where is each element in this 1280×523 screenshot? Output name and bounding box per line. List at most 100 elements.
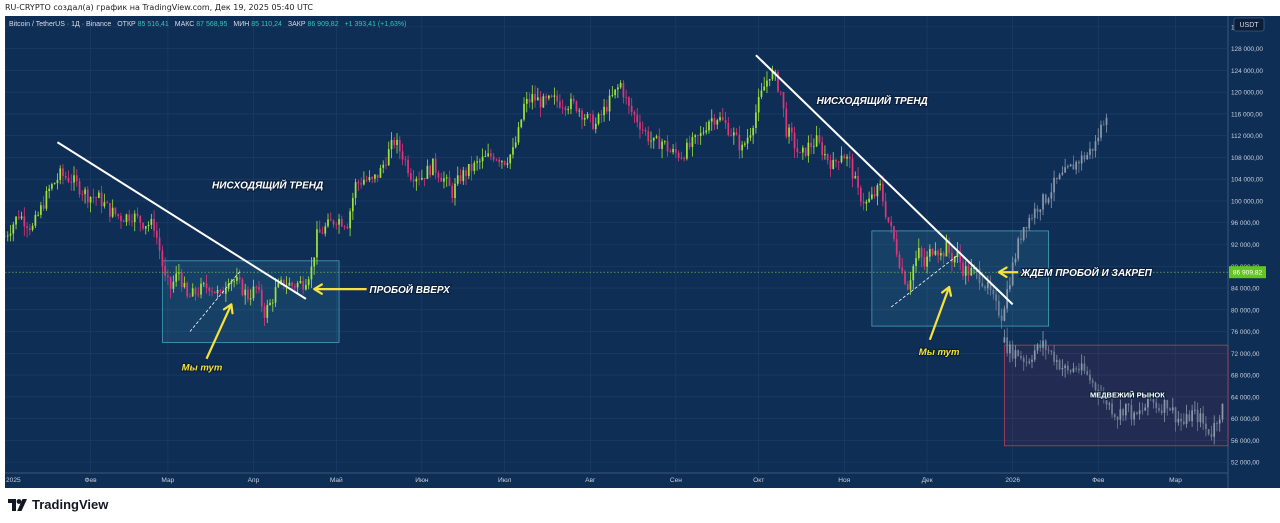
candle: [608, 95, 611, 112]
bear-projection-candle: [1053, 351, 1055, 362]
candle: [564, 107, 567, 111]
chart-credit-bar: RU-CRYPTO создал(а) график на TradingVie…: [0, 0, 1280, 16]
candle: [225, 288, 227, 294]
plot-background: [5, 16, 1228, 488]
candle: [20, 216, 23, 219]
support-line: [890, 255, 958, 308]
candle: [266, 304, 269, 318]
candle: [710, 118, 713, 122]
candle: [884, 201, 887, 218]
candle: [396, 139, 398, 145]
candle: [622, 83, 625, 98]
y-tick-label: 56 000,00: [1231, 438, 1260, 445]
candle: [324, 226, 327, 234]
y-tick-label: 96 000,00: [1231, 220, 1260, 227]
candle: [536, 97, 539, 101]
y-tick-label: 120 000,00: [1231, 90, 1263, 97]
y-tick-label: 76 000,00: [1231, 329, 1260, 336]
candle: [779, 91, 782, 93]
candle: [26, 226, 28, 229]
candle: [59, 168, 62, 180]
projection-candle: [1075, 161, 1078, 170]
projection-candle: [992, 289, 995, 295]
candle: [951, 252, 953, 263]
candle: [48, 188, 51, 192]
candle: [327, 219, 329, 227]
candle: [313, 257, 316, 267]
candle: [51, 184, 53, 189]
price-chart[interactable]: НИСХОДЯЩИЙ ТРЕНД ПРОБОЙ ВВЕРХ Мы тут НИСХОД…: [4, 16, 1280, 488]
candle: [73, 175, 75, 183]
candle: [548, 95, 550, 99]
candle: [503, 161, 506, 165]
currency-badge[interactable]: USDT: [1233, 17, 1265, 32]
chart-canvas[interactable]: НИСХОДЯЩИЙ ТРЕНД ПРОБОЙ ВВЕРХ Мы тут НИСХОД…: [4, 16, 1280, 488]
candle: [697, 135, 699, 137]
bear-projection-candle: [1044, 340, 1047, 350]
candle: [205, 283, 208, 288]
candle: [959, 251, 962, 263]
candle: [528, 98, 531, 103]
candle: [882, 183, 884, 202]
projection-candle: [1044, 194, 1047, 203]
projection-candle: [1031, 217, 1033, 219]
candle: [644, 129, 647, 132]
candle: [329, 219, 332, 221]
candle: [810, 142, 812, 147]
candle: [258, 286, 260, 290]
candle: [252, 286, 255, 299]
candle: [937, 250, 939, 256]
bear-projection-candle: [1213, 423, 1216, 437]
bear-projection-candle: [1042, 340, 1044, 348]
candle: [694, 135, 697, 137]
bear-projection-candle: [1100, 394, 1102, 396]
tradingview-logo[interactable]: TradingView: [8, 497, 108, 512]
annotation-label: НИСХОДЯЩИЙ ТРЕНД: [817, 94, 928, 107]
candle: [719, 117, 721, 121]
bear-projection-candle: [1210, 434, 1213, 437]
projection-candle: [1072, 164, 1075, 170]
y-tick-label: 68 000,00: [1231, 373, 1260, 380]
candle: [647, 131, 650, 142]
candle: [738, 134, 741, 151]
candle: [136, 213, 139, 216]
projection-candle: [1050, 192, 1053, 199]
candle: [501, 161, 503, 163]
candle: [236, 277, 238, 281]
candle: [661, 141, 663, 149]
candle: [633, 112, 636, 115]
candle: [125, 214, 128, 222]
candle: [335, 224, 338, 226]
trend-line: [755, 54, 1014, 306]
candle: [539, 97, 542, 108]
price-axis[interactable]: 52 000,00 56 000,00 60 000,00 64 000,00 68 0…: [1229, 24, 1266, 467]
legend-symbol: Bitcoin / TetherUS · 1Д · Binance: [9, 21, 111, 28]
projection-candle: [1011, 262, 1014, 286]
time-axis[interactable]: 2025 Фев Мар Апр Май Июн Июл Авг Сен Окт Ноя Дек 202…: [6, 476, 1182, 484]
candle: [462, 170, 465, 182]
candle: [316, 229, 318, 258]
candle: [721, 117, 724, 121]
bear-projection-candle: [1207, 429, 1210, 435]
bear-projection-candle: [1080, 363, 1083, 371]
candle: [155, 230, 158, 238]
candle: [953, 256, 956, 263]
candles: [4, 65, 975, 326]
bear-projection-candle: [1152, 399, 1155, 403]
annotation-label: Мы тут: [919, 347, 960, 358]
candle: [456, 175, 459, 184]
bear-projection-candle: [1055, 360, 1058, 362]
candle: [520, 119, 523, 128]
candle: [282, 279, 285, 287]
candle: [777, 72, 779, 92]
candle: [208, 287, 211, 292]
candle: [840, 155, 843, 163]
candle: [418, 178, 420, 180]
candle: [686, 142, 688, 159]
candle: [23, 216, 26, 227]
candle: [6, 235, 9, 237]
candle: [70, 181, 73, 183]
candle: [942, 253, 945, 257]
candle: [9, 233, 12, 236]
bear-projection-candle: [1017, 350, 1020, 357]
